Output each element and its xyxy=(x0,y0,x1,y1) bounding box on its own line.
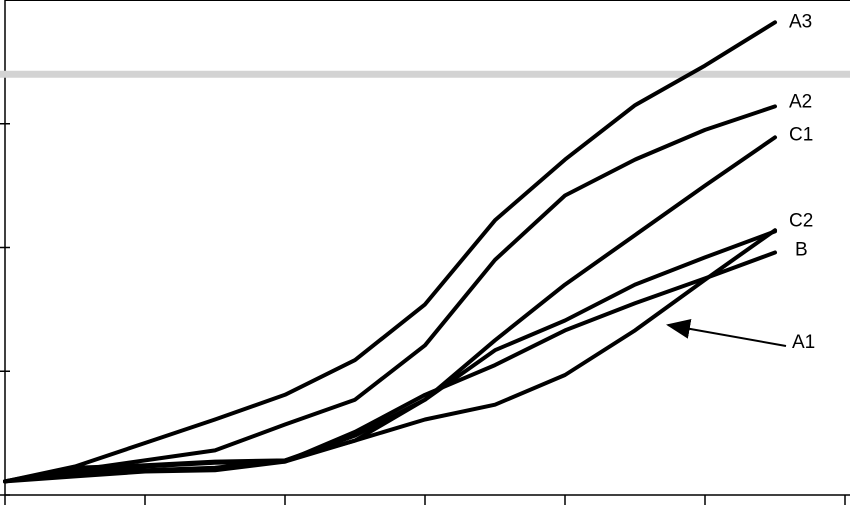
series-label: C2 xyxy=(789,210,813,231)
series-line xyxy=(3,250,777,484)
series-line xyxy=(3,20,777,484)
callout-arrow xyxy=(666,319,787,347)
series-label: A3 xyxy=(789,11,812,32)
series-label: A1 xyxy=(792,332,815,353)
series-label: A2 xyxy=(789,91,812,112)
series-line xyxy=(3,229,777,484)
series-label: B xyxy=(795,239,808,260)
series-label: C1 xyxy=(789,124,813,145)
series-line xyxy=(3,228,777,484)
series-line xyxy=(3,104,777,484)
